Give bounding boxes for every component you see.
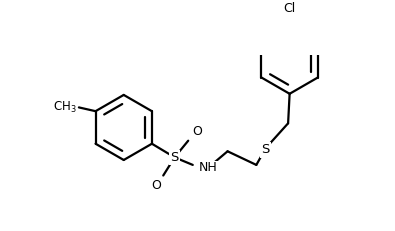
Text: S: S [261, 143, 270, 156]
Text: O: O [192, 125, 202, 138]
Text: CH$_3$: CH$_3$ [53, 100, 77, 115]
Text: O: O [151, 179, 161, 192]
Text: NH: NH [199, 161, 218, 174]
Text: S: S [170, 151, 179, 164]
Text: Cl: Cl [284, 2, 296, 15]
